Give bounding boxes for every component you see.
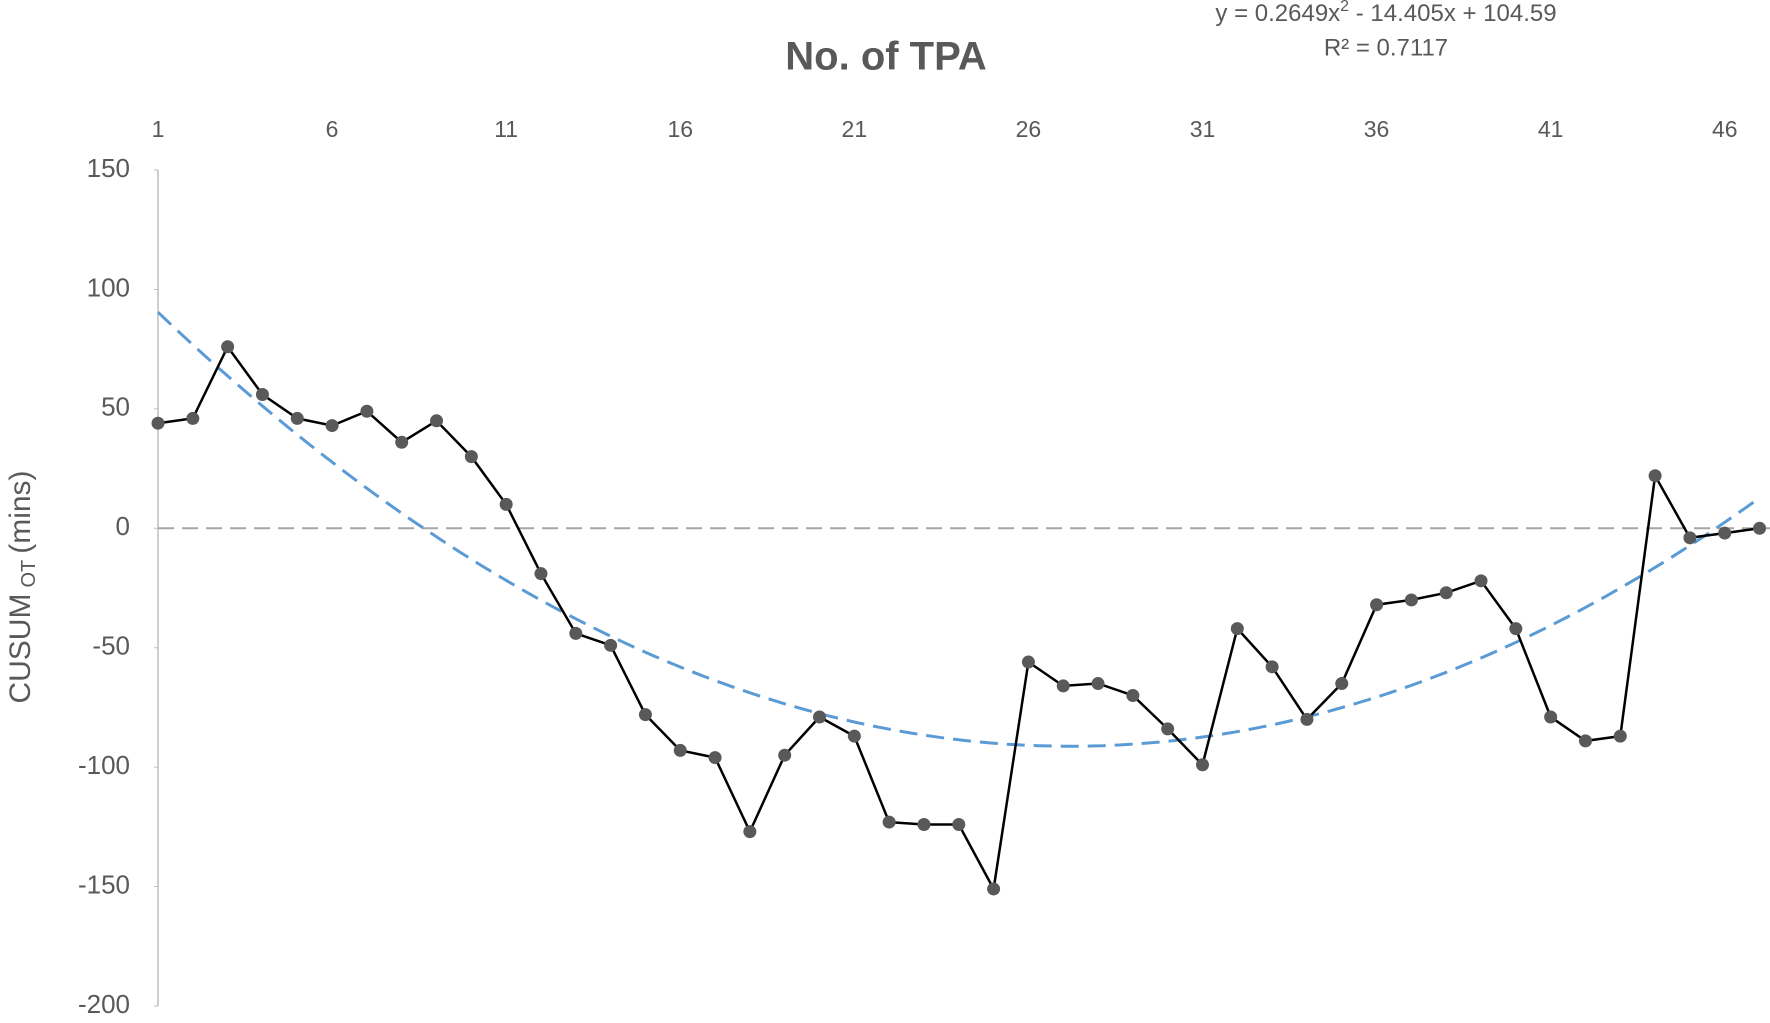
y-label-subscript: OT xyxy=(18,560,40,588)
data-point xyxy=(1578,734,1592,748)
trendline xyxy=(156,311,1761,748)
data-point xyxy=(1161,722,1175,736)
data-point xyxy=(638,708,652,722)
data-point xyxy=(290,411,304,425)
r-squared: R² = 0.7117 xyxy=(1324,34,1448,61)
data-point xyxy=(847,729,861,743)
data-point xyxy=(360,404,374,418)
data-point xyxy=(813,710,827,724)
data-point xyxy=(1509,622,1523,636)
data-point xyxy=(1300,712,1314,726)
equation-end: - 14.405x + 104.59 xyxy=(1349,0,1557,27)
data-point xyxy=(325,419,339,433)
y-tick-label: -200 xyxy=(78,989,130,1019)
data-point xyxy=(255,388,269,402)
data-point xyxy=(1230,622,1244,636)
y-label-unit: (mins) xyxy=(4,470,37,553)
data-point xyxy=(186,411,200,425)
y-tick-label: -50 xyxy=(92,631,130,661)
x-tick-label: 11 xyxy=(494,116,518,142)
data-point xyxy=(987,882,1001,896)
data-point xyxy=(1648,469,1662,483)
y-tick-label: -100 xyxy=(78,750,130,780)
y-tick-label: 100 xyxy=(87,272,130,302)
x-tick-label: 41 xyxy=(1538,116,1564,142)
series-line xyxy=(157,344,1760,893)
data-point xyxy=(1126,688,1140,702)
x-tick-label: 46 xyxy=(1712,116,1738,142)
data-point xyxy=(917,817,931,831)
x-tick-label: 16 xyxy=(667,116,693,142)
data-point xyxy=(1021,655,1035,669)
data-point xyxy=(1265,660,1279,674)
data-point xyxy=(1544,710,1558,724)
data-point xyxy=(708,751,722,765)
data-point xyxy=(1056,679,1070,693)
data-point xyxy=(604,638,618,652)
data-point xyxy=(1753,521,1767,535)
data-point xyxy=(1613,729,1627,743)
x-tick-label: 26 xyxy=(1016,116,1042,142)
data-point xyxy=(151,416,165,430)
x-tick-label: 31 xyxy=(1190,116,1216,142)
data-point xyxy=(395,435,409,449)
equation-start: y = 0.2649x xyxy=(1215,0,1340,27)
data-point xyxy=(673,743,687,757)
data-point xyxy=(1683,531,1697,545)
data-point xyxy=(1439,586,1453,600)
data-point xyxy=(569,626,583,640)
data-point xyxy=(464,450,478,464)
y-tick-label: 150 xyxy=(87,153,130,183)
y-tick-label: 0 xyxy=(116,511,130,541)
y-tick-label: -150 xyxy=(78,869,130,899)
equation-superscript: 2 xyxy=(1340,0,1349,15)
data-point xyxy=(534,567,548,581)
data-point xyxy=(1474,574,1488,588)
data-point xyxy=(1718,526,1732,540)
x-tick-label: 1 xyxy=(152,116,165,142)
data-point xyxy=(952,817,966,831)
data-point xyxy=(1195,758,1209,772)
data-point xyxy=(1091,677,1105,691)
x-tick-label: 36 xyxy=(1364,116,1390,142)
y-tick-label: 50 xyxy=(101,392,130,422)
data-point xyxy=(882,815,896,829)
x-tick-label: 6 xyxy=(326,116,339,142)
chart-title: No. of TPA xyxy=(785,35,986,79)
data-point xyxy=(778,748,792,762)
y-axis-title: CUSUM OT (mins) xyxy=(4,470,40,703)
data-point xyxy=(430,414,444,428)
x-tick-label: 21 xyxy=(842,116,868,142)
y-label-main: CUSUM xyxy=(4,594,37,704)
trend-equation: y = 0.2649x2 - 14.405x + 104.59 xyxy=(1215,0,1556,27)
data-point xyxy=(221,340,235,354)
data-point xyxy=(499,497,513,511)
data-point xyxy=(1335,677,1349,691)
data-point xyxy=(1370,598,1384,612)
data-point xyxy=(1404,593,1418,607)
data-point xyxy=(743,825,757,839)
